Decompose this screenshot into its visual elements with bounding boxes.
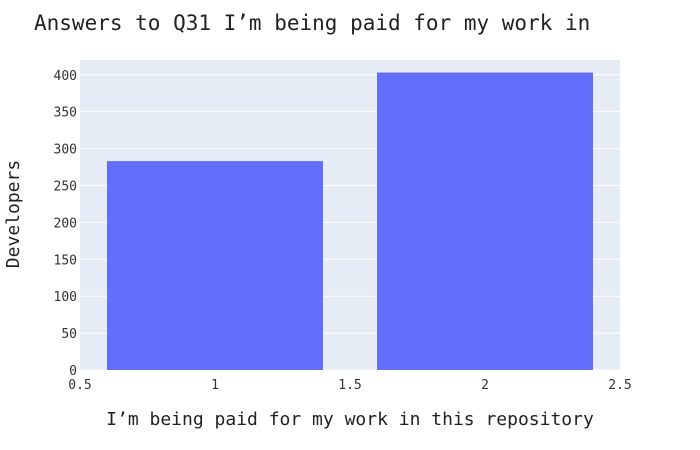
x-tick-label: 0.5: [68, 378, 91, 393]
y-tick-label: 250: [54, 179, 77, 194]
y-tick-label: 50: [61, 327, 77, 342]
x-tick-label: 2: [481, 378, 489, 393]
y-tick-label: 350: [54, 106, 77, 121]
x-tick-label: 2.5: [608, 378, 631, 393]
x-tick-labels: 0.5 1 1.5 2 2.5: [68, 378, 631, 393]
y-tick-label: 400: [54, 69, 77, 84]
y-tick-labels: 0 50 100 150 200 250 300 350 400: [54, 69, 77, 379]
y-tick-label: 300: [54, 143, 77, 158]
y-tick-label: 100: [54, 290, 77, 305]
y-tick-label: 0: [69, 364, 77, 379]
y-tick-label: 200: [54, 216, 77, 231]
y-tick-label: 150: [54, 253, 77, 268]
x-tick-label: 1: [211, 378, 219, 393]
bar: [107, 161, 323, 370]
bar: [377, 72, 593, 371]
x-axis-title: I’m being paid for my work in this repos…: [106, 409, 594, 430]
chart-title: Answers to Q31 I’m being paid for my wor…: [34, 11, 590, 35]
bars: [107, 72, 593, 371]
x-tick-label: 1.5: [338, 378, 361, 393]
y-axis-title: Developers: [3, 160, 24, 268]
